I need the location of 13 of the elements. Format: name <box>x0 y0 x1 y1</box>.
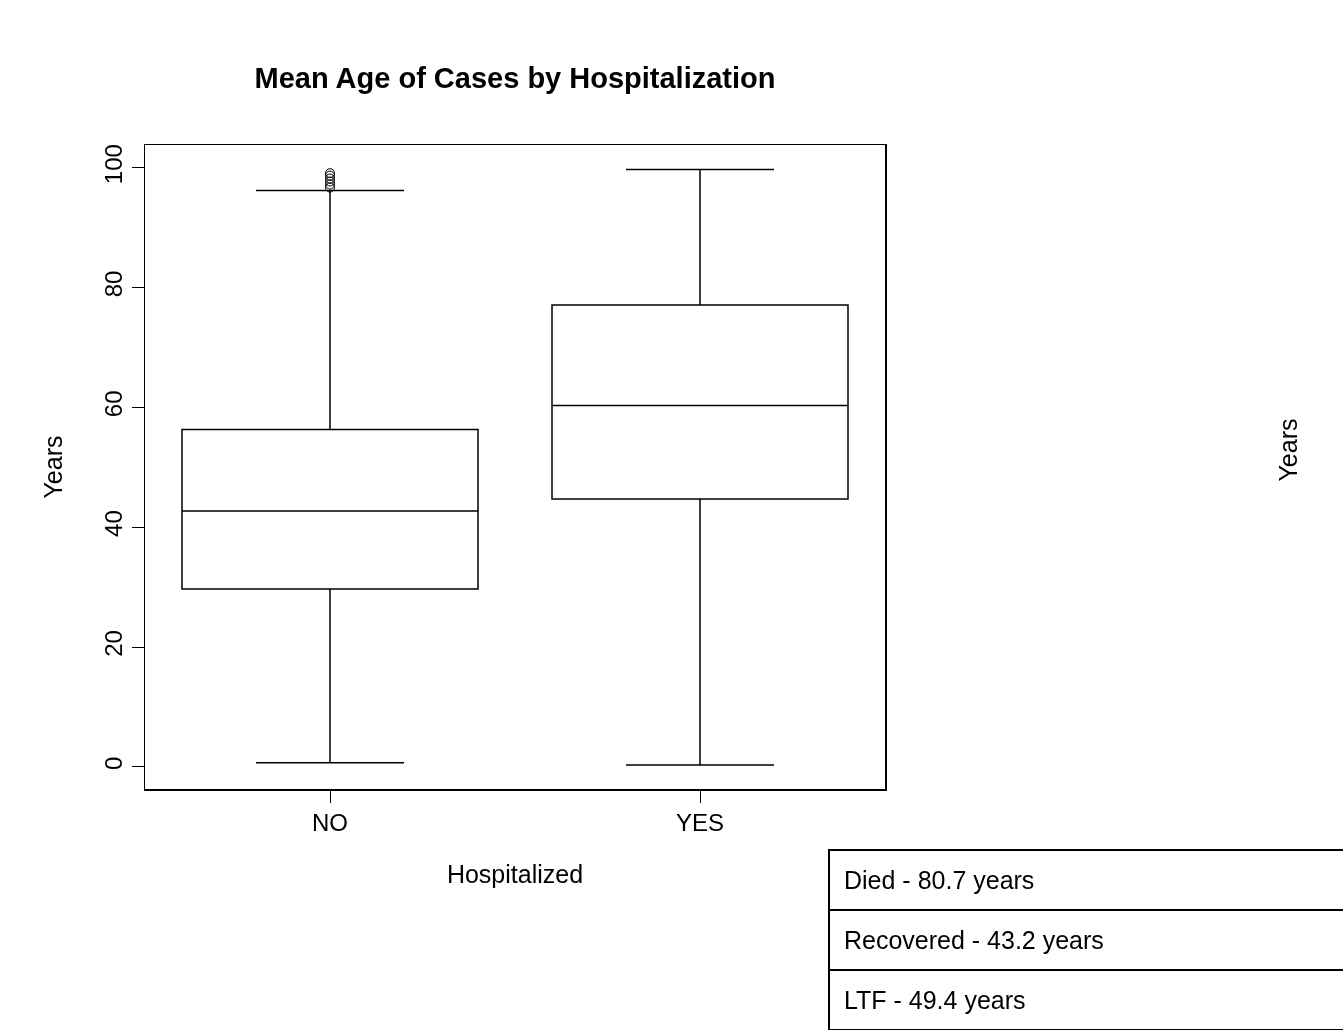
y-tick-label: 0 <box>99 756 127 770</box>
x-axis-title: Hospitalized <box>446 860 584 889</box>
y-tick-label: 60 <box>99 390 127 418</box>
summary-table: Died - 80.7 years Recovered - 43.2 years LTF - 49.4 years <box>828 849 1343 1030</box>
x-tick-label: YES <box>675 809 725 837</box>
y-tick-label: 100 <box>99 144 127 185</box>
text: Years <box>1273 418 1303 482</box>
y-axis-title: Years <box>38 435 67 499</box>
x-tick-label: NO <box>312 809 348 837</box>
y-tick-label: 40 <box>99 510 127 537</box>
chart-title: Mean Age of Cases by Hospitalization <box>254 62 776 95</box>
y-tick-label: 20 <box>99 630 127 657</box>
y-tick-label: 80 <box>99 270 127 298</box>
